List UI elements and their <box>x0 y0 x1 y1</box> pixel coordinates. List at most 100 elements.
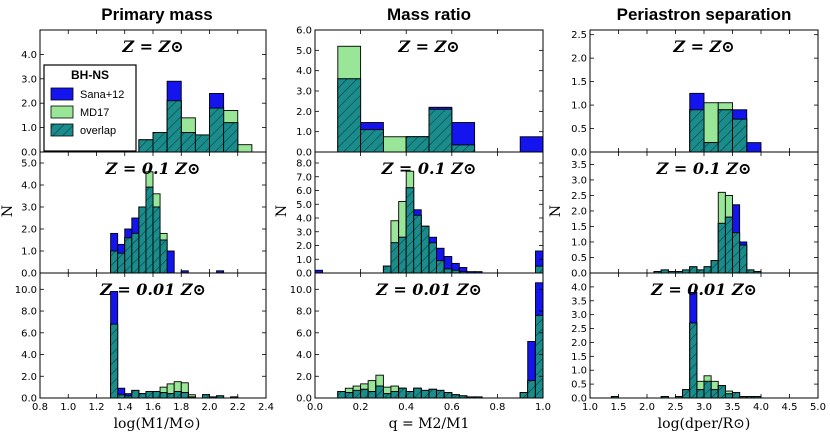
bar-overlap <box>710 260 719 274</box>
y-tick-label: 4.0 <box>296 350 312 361</box>
x-tick-label: 2.4 <box>258 402 274 413</box>
bar-sana <box>166 250 175 274</box>
x-tick-label: 0.4 <box>398 402 414 413</box>
bar-overlap <box>421 225 430 274</box>
y-tick-label: 2.0 <box>21 225 37 236</box>
bar-overlap <box>159 239 168 274</box>
y-tick-label: 2.5 <box>571 30 587 41</box>
bar-overlap <box>152 132 168 153</box>
metallicity-label: Z = Z⊙ <box>121 37 183 56</box>
x-tick-label: 1.0 <box>535 402 551 413</box>
panel-frame <box>314 272 544 399</box>
y-tick-label: 10.0 <box>290 285 312 296</box>
y-tick-label: 10.0 <box>15 285 37 296</box>
legend-label-overlap: overlap <box>80 125 116 137</box>
y-tick-label: 2.0 <box>571 54 587 65</box>
legend-label-sana: Sana+12 <box>80 89 124 101</box>
y-tick-label: 3.0 <box>21 74 37 85</box>
y-tick-label: 2.0 <box>21 372 37 383</box>
bar-overlap <box>682 389 691 399</box>
bar-sana <box>519 136 544 153</box>
bar-overlap <box>717 222 726 274</box>
y-tick-label: 5.0 <box>296 200 312 211</box>
bar-overlap <box>436 389 445 399</box>
bar-overlap <box>703 266 712 274</box>
bar-overlap <box>124 237 133 274</box>
y-tick-label: 5.0 <box>296 46 312 57</box>
bar-overlap <box>405 187 415 274</box>
y-tick-label: 4.0 <box>21 181 37 192</box>
ylabel-col1: N <box>0 205 16 217</box>
y-tick-label: 2.0 <box>296 241 312 252</box>
bar-overlap <box>724 393 733 399</box>
bar-overlap <box>209 107 225 153</box>
bar-overlap <box>223 122 239 153</box>
bar-overlap <box>152 391 161 399</box>
y-tick-label: 0.0 <box>296 269 312 280</box>
bar-overlap <box>428 242 437 274</box>
bar-overlap <box>436 260 445 274</box>
bar-overlap <box>180 392 189 399</box>
y-tick-label: 1.0 <box>571 101 587 112</box>
y-tick-label: 0.0 <box>21 394 37 405</box>
x-tick-label: 2.2 <box>230 402 246 413</box>
bar-overlap <box>724 216 733 274</box>
panel-primary-mass-0.1Zsun: 0.0 1.0 2.0 3.0 4.0 5.0 Z = 0.1 Z⊙ <box>21 151 267 280</box>
y-tick-label: 3.0 <box>571 310 587 321</box>
bar-overlap <box>398 236 407 274</box>
bar-overlap <box>527 380 536 399</box>
x-tick-label: 1.2 <box>89 402 105 413</box>
metallicity-label: Z = 0.01 Z⊙ <box>375 280 482 299</box>
bar-overlap <box>689 266 698 274</box>
bar-overlap <box>710 389 719 399</box>
bar-overlap <box>390 391 399 399</box>
bar-overlap <box>398 387 407 399</box>
y-tick-label: 4.0 <box>571 282 587 293</box>
y-tick-label: 1.0 <box>21 123 37 134</box>
bar-overlap <box>145 391 154 399</box>
x-tick-label: 1.0 <box>582 402 598 413</box>
legend-label-md17: MD17 <box>80 107 109 119</box>
histogram-panels: 0.01.02.03.04.0 Z = Z⊙0.01.02.03.04.05.06… <box>15 26 826 414</box>
bar-overlap <box>110 323 119 399</box>
ylabel-col2: N <box>274 205 290 217</box>
title-primary-mass: Primary mass <box>101 5 213 24</box>
x-tick-label: 4.5 <box>782 402 798 413</box>
y-tick-label: 1.5 <box>571 77 587 88</box>
bar-overlap <box>166 100 182 153</box>
x-tick-label: 3.5 <box>725 402 741 413</box>
bar-overlap <box>717 109 733 153</box>
y-tick-label: 0.0 <box>571 269 587 280</box>
bar-overlap <box>421 389 430 399</box>
bar-overlap <box>344 392 354 399</box>
bar-overlap <box>145 186 154 274</box>
panel-periastron-0.01Zsun: 0.0 0.5 1.0 1.5 2.0 2.5 3.0 3.5 4.0 1.0 1.5 2.0 2.5 3… <box>571 272 826 413</box>
y-tick-label: 1.0 <box>296 255 312 266</box>
bar-overlap <box>360 388 369 399</box>
x-tick-label: 1.8 <box>173 402 189 413</box>
bar-overlap <box>413 387 422 399</box>
bar-overlap <box>138 139 154 153</box>
x-tick-label: 1.0 <box>60 402 76 413</box>
bar-overlap <box>382 393 392 399</box>
x-tick-label: 1.5 <box>611 402 627 413</box>
bar-overlap <box>689 109 705 153</box>
bar-overlap <box>375 385 384 399</box>
bar-overlap <box>390 242 399 274</box>
bar-overlap <box>166 393 175 399</box>
y-tick-label: 1.5 <box>571 352 587 363</box>
y-tick-label: 0.5 <box>571 124 587 135</box>
y-tick-label: 4.0 <box>296 214 312 225</box>
metallicity-label: Z = 0.01 Z⊙ <box>650 280 757 299</box>
bar-overlap <box>428 108 453 153</box>
x-tick-label: 2.0 <box>639 402 655 413</box>
bar-overlap <box>138 206 147 274</box>
ylabel-col3: N <box>548 205 564 217</box>
bar-overlap <box>428 388 437 399</box>
bar-overlap <box>451 144 476 153</box>
y-tick-label: 4.0 <box>296 66 312 77</box>
legend-swatch-sana <box>50 87 74 101</box>
y-tick-label: 0.0 <box>21 148 37 159</box>
bar-overlap <box>689 322 698 399</box>
bar-overlap <box>337 78 362 153</box>
